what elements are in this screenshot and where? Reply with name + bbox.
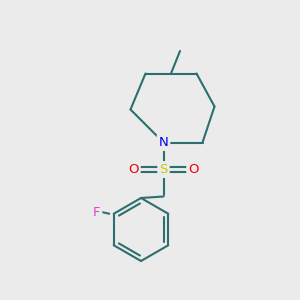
Text: S: S	[159, 163, 168, 176]
Text: N: N	[159, 136, 168, 149]
Text: F: F	[93, 206, 100, 219]
Text: O: O	[128, 163, 139, 176]
Text: O: O	[188, 163, 199, 176]
